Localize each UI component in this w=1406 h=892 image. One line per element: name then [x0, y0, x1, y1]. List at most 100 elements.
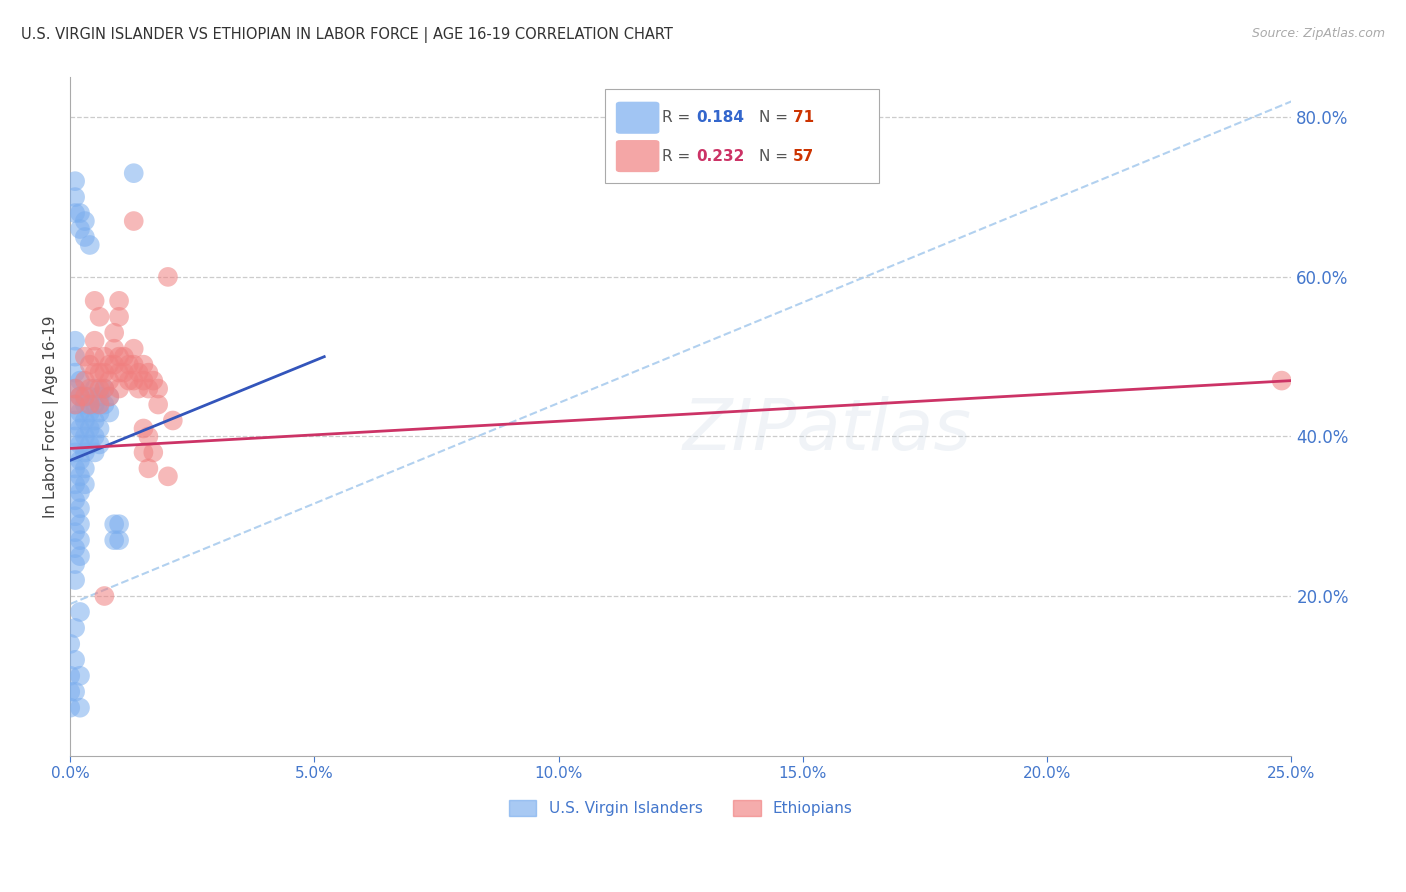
- Point: [63, 477, 86, 491]
- Point: [73, 461, 96, 475]
- Text: 0.184: 0.184: [696, 111, 744, 125]
- Point: [118, 358, 141, 372]
- Point: [63, 334, 86, 348]
- Point: [69, 517, 91, 532]
- Text: 0.232: 0.232: [696, 149, 744, 163]
- Point: [103, 326, 125, 340]
- Point: [69, 605, 91, 619]
- Point: [79, 358, 101, 372]
- Point: [69, 485, 91, 500]
- Point: [63, 445, 86, 459]
- Point: [63, 461, 86, 475]
- Point: [89, 390, 111, 404]
- Point: [93, 382, 115, 396]
- Point: [108, 350, 131, 364]
- Point: [156, 469, 179, 483]
- Point: [63, 525, 86, 540]
- Point: [79, 238, 101, 252]
- Legend: U.S. Virgin Islanders, Ethiopians: U.S. Virgin Islanders, Ethiopians: [503, 794, 859, 822]
- Point: [79, 405, 101, 419]
- Point: [73, 350, 96, 364]
- Point: [63, 382, 86, 396]
- Point: [83, 350, 105, 364]
- Point: [122, 214, 145, 228]
- Point: [73, 390, 96, 404]
- Point: [83, 429, 105, 443]
- Text: N =: N =: [759, 149, 793, 163]
- Point: [69, 390, 91, 404]
- Text: Source: ZipAtlas.com: Source: ZipAtlas.com: [1251, 27, 1385, 40]
- Point: [93, 589, 115, 603]
- Text: 57: 57: [793, 149, 814, 163]
- Point: [108, 293, 131, 308]
- Point: [103, 342, 125, 356]
- Point: [69, 549, 91, 563]
- Point: [69, 533, 91, 548]
- Point: [59, 684, 82, 698]
- Point: [63, 653, 86, 667]
- Point: [93, 382, 115, 396]
- Point: [63, 398, 86, 412]
- Point: [73, 374, 96, 388]
- Point: [73, 230, 96, 244]
- Text: R =: R =: [662, 111, 696, 125]
- Point: [83, 366, 105, 380]
- Text: 71: 71: [793, 111, 814, 125]
- Point: [146, 398, 169, 412]
- Point: [108, 382, 131, 396]
- Point: [98, 390, 121, 404]
- Point: [59, 700, 82, 714]
- Point: [103, 358, 125, 372]
- Point: [73, 429, 96, 443]
- Point: [59, 669, 82, 683]
- Point: [73, 398, 96, 412]
- Point: [69, 453, 91, 467]
- Point: [156, 269, 179, 284]
- Point: [63, 366, 86, 380]
- Point: [63, 429, 86, 443]
- Point: [112, 366, 135, 380]
- Point: [128, 382, 150, 396]
- Point: [132, 445, 155, 459]
- Point: [63, 573, 86, 587]
- Point: [63, 190, 86, 204]
- Point: [63, 174, 86, 188]
- Point: [1271, 374, 1294, 388]
- Point: [132, 374, 155, 388]
- Point: [98, 390, 121, 404]
- Point: [146, 382, 169, 396]
- Point: [63, 413, 86, 427]
- Point: [98, 374, 121, 388]
- Point: [73, 445, 96, 459]
- Point: [132, 421, 155, 435]
- Point: [89, 437, 111, 451]
- Point: [103, 517, 125, 532]
- Point: [63, 509, 86, 524]
- Point: [89, 398, 111, 412]
- Point: [63, 382, 86, 396]
- Point: [83, 382, 105, 396]
- Point: [79, 421, 101, 435]
- Point: [89, 310, 111, 324]
- Point: [98, 358, 121, 372]
- Point: [142, 374, 165, 388]
- Point: [89, 421, 111, 435]
- Point: [108, 517, 131, 532]
- Point: [69, 501, 91, 516]
- Point: [89, 382, 111, 396]
- Point: [69, 421, 91, 435]
- Point: [142, 445, 165, 459]
- Point: [83, 293, 105, 308]
- Point: [73, 477, 96, 491]
- Point: [162, 413, 184, 427]
- Point: [122, 166, 145, 180]
- Point: [83, 445, 105, 459]
- Point: [122, 342, 145, 356]
- Point: [138, 461, 160, 475]
- Point: [63, 350, 86, 364]
- Point: [69, 437, 91, 451]
- Point: [122, 374, 145, 388]
- Point: [108, 310, 131, 324]
- Point: [138, 429, 160, 443]
- Text: U.S. VIRGIN ISLANDER VS ETHIOPIAN IN LABOR FORCE | AGE 16-19 CORRELATION CHART: U.S. VIRGIN ISLANDER VS ETHIOPIAN IN LAB…: [21, 27, 673, 43]
